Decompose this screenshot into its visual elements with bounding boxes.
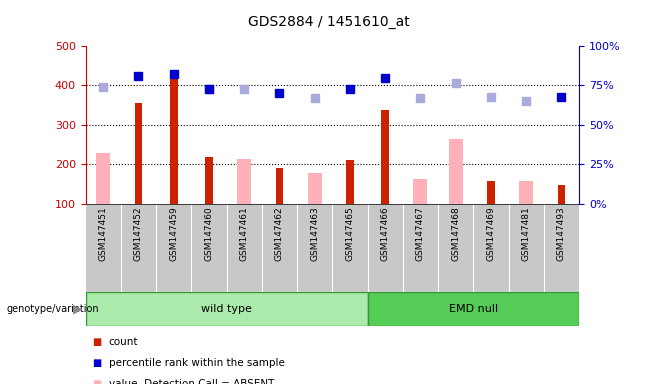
Text: ▶: ▶ [72, 303, 82, 316]
Bar [487, 181, 495, 204]
Text: GSM147465: GSM147465 [345, 206, 355, 261]
Text: GSM147452: GSM147452 [134, 206, 143, 261]
Text: GSM147451: GSM147451 [99, 206, 108, 261]
Bar [237, 159, 251, 204]
Text: GSM147463: GSM147463 [310, 206, 319, 261]
Bar [86, 292, 368, 326]
Text: value, Detection Call = ABSENT: value, Detection Call = ABSENT [109, 379, 274, 384]
Text: GDS2884 / 1451610_at: GDS2884 / 1451610_at [248, 15, 410, 29]
Text: GSM147467: GSM147467 [416, 206, 425, 261]
Text: GSM147460: GSM147460 [205, 206, 213, 261]
Text: GSM147459: GSM147459 [169, 206, 178, 261]
Bar [205, 157, 213, 204]
Text: genotype/variation: genotype/variation [7, 304, 99, 314]
Text: percentile rank within the sample: percentile rank within the sample [109, 358, 284, 368]
Bar [96, 153, 111, 204]
Bar [557, 185, 565, 204]
Bar [307, 173, 322, 204]
Bar [276, 168, 284, 204]
Bar [413, 179, 428, 204]
Text: GSM147469: GSM147469 [486, 206, 495, 261]
Text: GSM147462: GSM147462 [275, 206, 284, 261]
Bar [449, 139, 463, 204]
Text: wild type: wild type [201, 304, 252, 314]
Text: GSM147466: GSM147466 [381, 206, 390, 261]
Text: ■: ■ [92, 358, 101, 368]
Bar [134, 103, 142, 204]
Text: GSM147493: GSM147493 [557, 206, 566, 261]
Bar [170, 74, 178, 204]
Text: ■: ■ [92, 337, 101, 347]
Text: ■: ■ [92, 379, 101, 384]
Bar [346, 160, 354, 204]
Bar [381, 110, 389, 204]
Bar [519, 181, 533, 204]
Text: count: count [109, 337, 138, 347]
Text: GSM147461: GSM147461 [240, 206, 249, 261]
Text: GSM147468: GSM147468 [451, 206, 460, 261]
Text: GSM147481: GSM147481 [522, 206, 530, 261]
Bar [368, 292, 579, 326]
Text: EMD null: EMD null [449, 304, 498, 314]
